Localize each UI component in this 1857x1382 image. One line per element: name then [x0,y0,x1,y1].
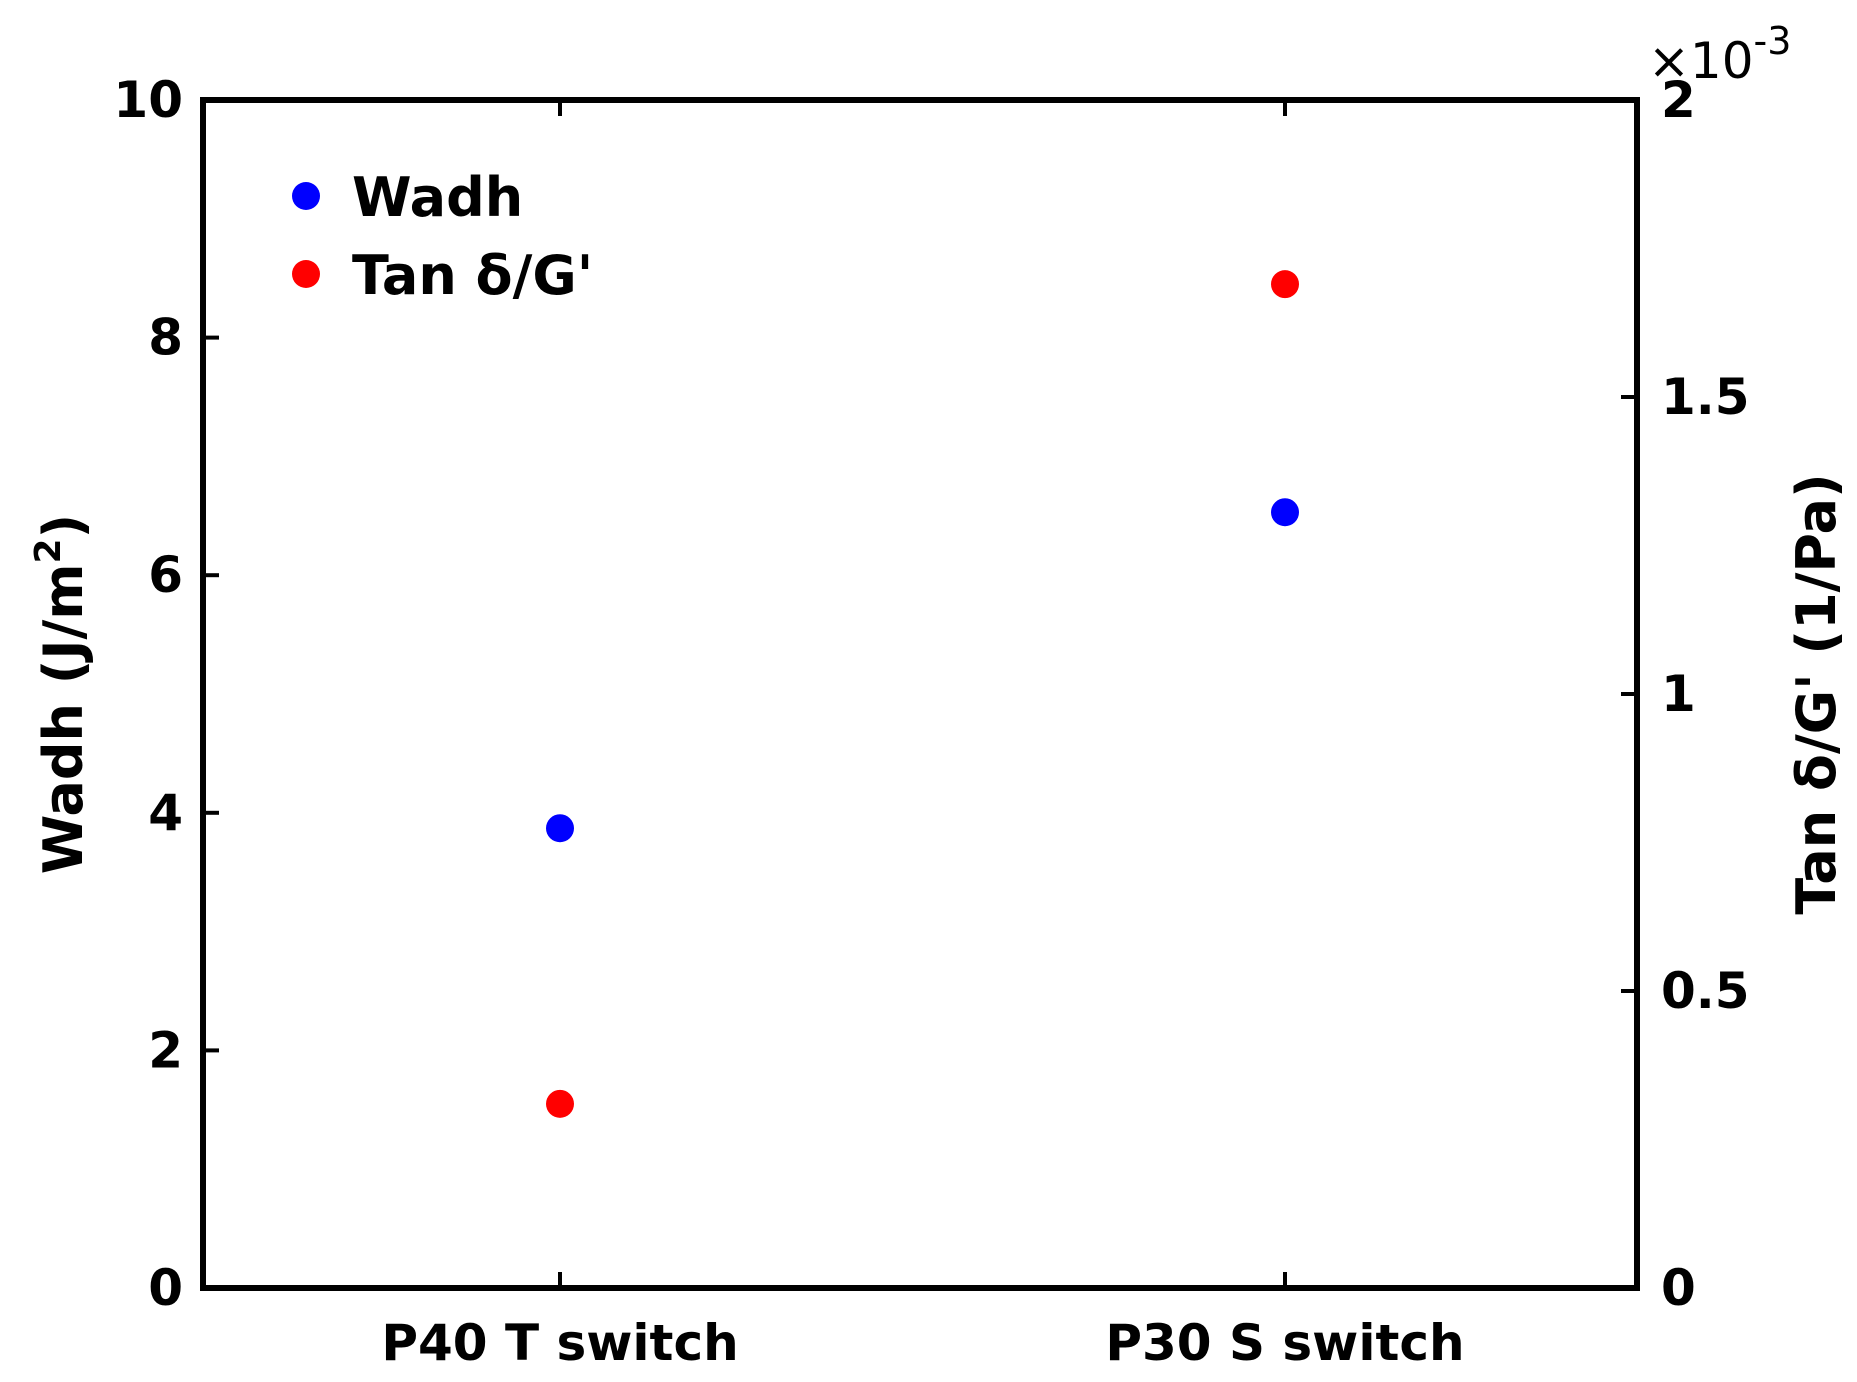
x-tick-label: P40 T switch [381,1314,738,1372]
legend-marker-tan [292,260,320,288]
x-tick-label: P30 S switch [1105,1314,1464,1372]
legend-marker-wadh [292,182,320,210]
data-point-tan [546,1089,574,1118]
legend-label-wadh: Wadh [352,166,523,229]
left-tick-label: 4 [148,784,183,842]
right-axis-exponent: ×10-3 [1648,19,1791,90]
right-tick-label: 2 [1661,71,1696,129]
data-point-wadh [546,814,574,843]
right-tick-label: 0 [1661,1259,1696,1317]
right-tick-label: 1.5 [1661,368,1750,426]
right-tick-label: 0.5 [1661,962,1750,1020]
legend-label-tan: Tan δ/G' [352,244,593,307]
left-tick-label: 2 [148,1021,183,1079]
left-tick-label: 10 [113,71,183,129]
right-axis-label: Tan δ/G' (1/Pa) [1785,473,1848,914]
data-point-wadh [1271,498,1299,527]
left-tick-label: 8 [148,309,183,367]
data-point-tan [1271,270,1299,299]
legend: Wadh Tan δ/G' [292,166,593,307]
left-tick-label: 0 [148,1259,183,1317]
left-tick-label: 6 [148,546,183,604]
left-axis-label: Wadh (J/m2) [28,514,95,875]
right-tick-label: 1 [1661,665,1696,723]
